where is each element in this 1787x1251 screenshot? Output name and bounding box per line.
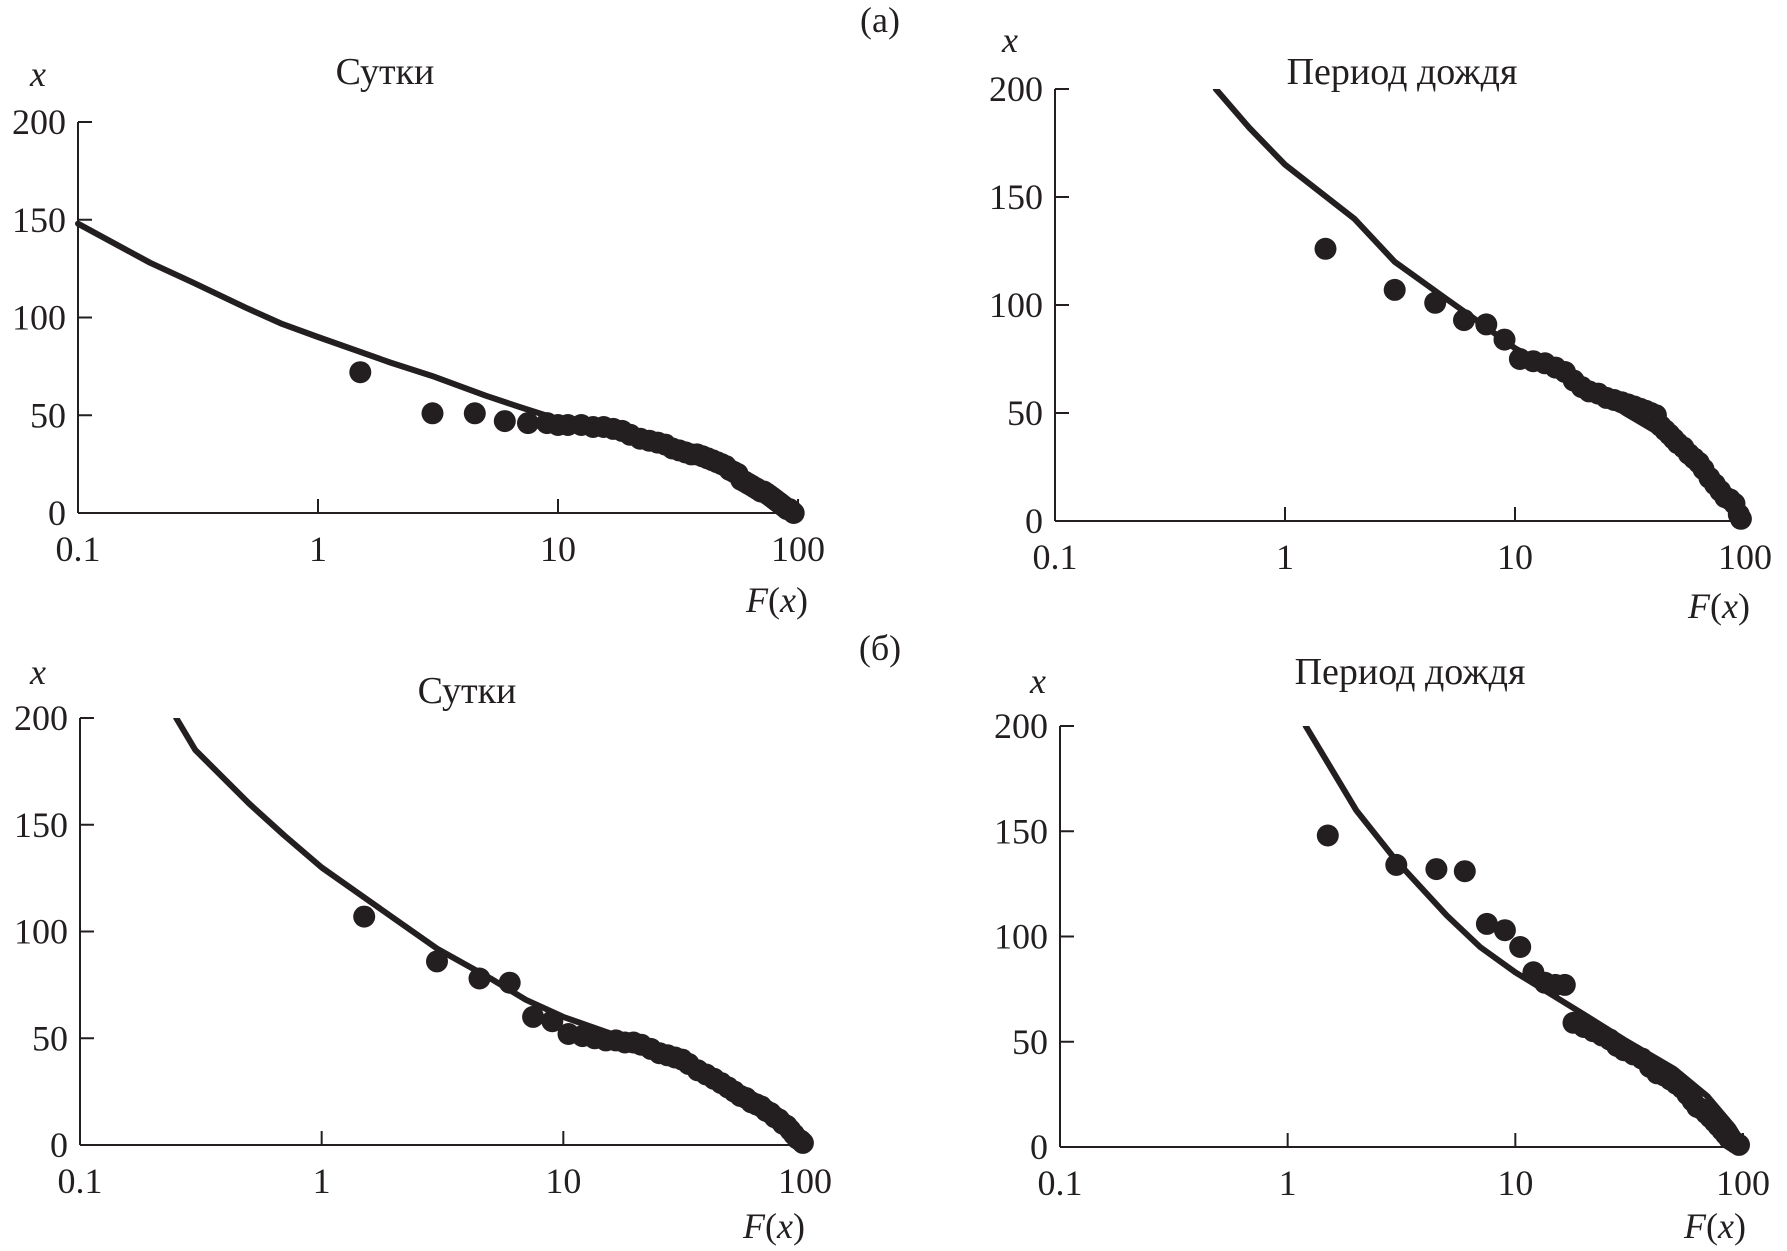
data-point	[782, 502, 805, 524]
group-label-a: (а)	[860, 0, 900, 40]
data-point	[353, 905, 376, 928]
data-point	[463, 402, 486, 425]
x-tick-label: 100	[778, 1161, 832, 1201]
y-tick-label: 50	[30, 395, 66, 435]
x-tick-label: 1	[1276, 537, 1294, 577]
fitted-distribution-line	[173, 718, 808, 1144]
y-tick-label: 150	[989, 177, 1043, 217]
y-tick-label: 0	[48, 493, 66, 533]
plot-area	[173, 718, 814, 1154]
chart-panel-b-rain-period: 0 50 100 150 200 0.1 1 10 100 Период дождя x F(x)	[994, 651, 1770, 1246]
y-axis-label: x	[1001, 20, 1018, 60]
y-tick-label: 200	[989, 69, 1043, 109]
fitted-distribution-line	[75, 220, 801, 514]
data-point	[421, 402, 444, 425]
x-tick-label: 10	[1497, 537, 1533, 577]
y-tick-label: 0	[1030, 1127, 1048, 1167]
fitted-distribution-line	[1302, 726, 1746, 1146]
data-point	[1453, 860, 1476, 883]
data-point	[517, 412, 539, 435]
chart-title: Сутки	[336, 51, 435, 93]
x-tick-label: 0.1	[1038, 1163, 1083, 1203]
y-tick-label: 50	[1012, 1022, 1048, 1062]
chart-panel-a-rain-period: 0 50 100 150 200 0.1 1 10 100 Период дождя x F(x)	[989, 20, 1772, 626]
y-tick-label: 150	[994, 811, 1048, 851]
data-point	[1475, 912, 1498, 935]
y-tick-label: 200	[994, 706, 1048, 746]
data-point	[1425, 858, 1448, 881]
fitted-distribution-line	[1212, 89, 1743, 520]
x-axis-label: F(x)	[1683, 1206, 1746, 1246]
y-axis-label: x	[29, 652, 46, 692]
y-tick-label: 150	[14, 805, 68, 845]
data-point	[1509, 936, 1532, 958]
x-axis-label: F(x)	[1687, 586, 1750, 626]
x-tick-label: 10	[545, 1161, 581, 1201]
data-point	[1316, 824, 1339, 847]
chart-title: Сутки	[418, 670, 517, 712]
y-tick-label: 50	[1007, 393, 1043, 433]
y-tick-label: 100	[12, 298, 66, 338]
x-tick-label: 0.1	[58, 1161, 103, 1201]
data-point	[1493, 919, 1516, 942]
data-point	[349, 361, 372, 384]
y-tick-label: 0	[1025, 501, 1043, 541]
plot-area	[1302, 726, 1750, 1156]
data-point	[522, 1005, 545, 1028]
chart-title: Период дождя	[1287, 51, 1518, 93]
x-tick-label: 10	[540, 529, 576, 569]
chart-panel-a-daily: 0 50 100 150 200 0.1 1 10 100 Сутки x F(x)	[12, 51, 825, 620]
plot-area	[1212, 89, 1752, 530]
y-tick-label: 200	[14, 698, 68, 738]
data-point	[791, 1131, 814, 1154]
y-tick-label: 100	[14, 912, 68, 952]
x-tick-label: 0.1	[56, 529, 101, 569]
x-tick-label: 1	[1279, 1163, 1297, 1203]
data-point	[1383, 278, 1406, 301]
y-tick-label: 0	[50, 1125, 68, 1165]
y-axis-label: x	[29, 54, 46, 94]
y-tick-label: 100	[989, 285, 1043, 325]
data-point	[1553, 973, 1576, 996]
x-tick-label: 100	[771, 529, 825, 569]
y-tick-label: 100	[994, 917, 1048, 957]
plot-area	[75, 220, 805, 524]
x-axis-label: F(x)	[742, 1206, 805, 1246]
x-tick-label: 1	[313, 1161, 331, 1201]
y-tick-label: 50	[32, 1018, 68, 1058]
x-axis-label: F(x)	[745, 580, 808, 620]
data-point	[1314, 237, 1337, 260]
x-tick-label: 1	[309, 529, 327, 569]
y-tick-label: 200	[12, 102, 66, 142]
y-tick-label: 150	[12, 200, 66, 240]
chart-panel-b-daily: 0 50 100 150 200 0.1 1 10 100 Сутки x F(x)	[14, 652, 832, 1246]
data-point	[493, 410, 516, 433]
x-tick-label: 10	[1497, 1163, 1533, 1203]
chart-title: Период дождя	[1295, 651, 1526, 693]
y-axis-label: x	[1029, 661, 1046, 701]
x-tick-label: 100	[1716, 1163, 1770, 1203]
data-point	[426, 950, 448, 973]
data-point	[1728, 1133, 1750, 1156]
x-tick-label: 100	[1718, 537, 1772, 577]
group-label-b: (б)	[859, 628, 901, 668]
x-tick-label: 0.1	[1033, 537, 1078, 577]
